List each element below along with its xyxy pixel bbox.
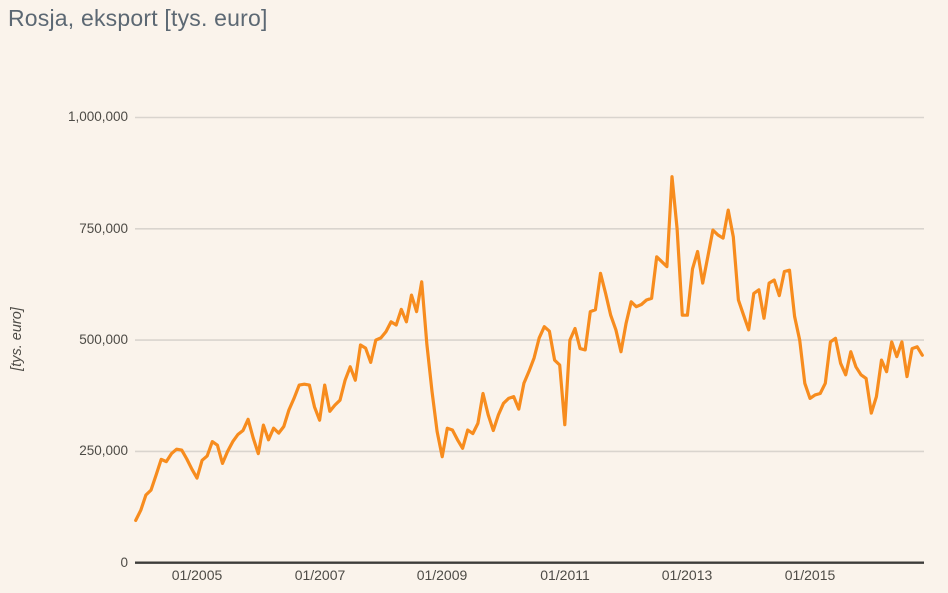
y-tick-0: 0 [120, 555, 128, 570]
y-axis-label: [tys. euro] [9, 307, 25, 371]
y-tick-750000: 750,000 [79, 221, 128, 236]
x-tick-2005: 01/2005 [171, 567, 223, 583]
x-tick-2013: 01/2013 [661, 567, 713, 583]
y-tick-1000000: 1,000,000 [67, 109, 128, 124]
x-tick-2007: 01/2007 [294, 567, 346, 583]
x-tick-2009: 01/2009 [416, 567, 468, 583]
x-tick-2011: 01/2011 [540, 567, 590, 583]
chart-title: Rosja, eksport [tys. euro] [8, 5, 268, 31]
y-tick-250000: 250,000 [79, 443, 128, 458]
y-tick-500000: 500,000 [79, 332, 128, 347]
x-tick-2015: 01/2015 [784, 567, 836, 583]
export-line [134, 175, 924, 523]
